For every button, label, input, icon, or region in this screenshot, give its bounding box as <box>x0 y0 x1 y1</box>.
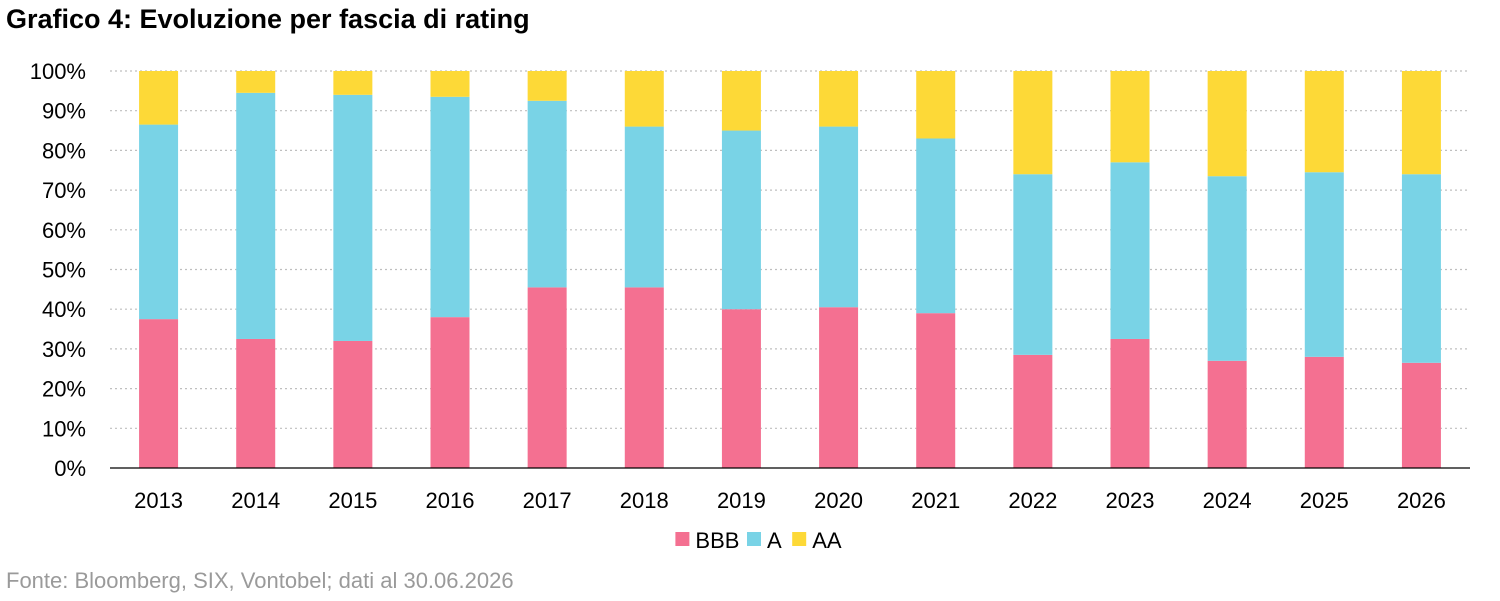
y-tick-label: 70% <box>42 178 86 203</box>
x-tick-label: 2015 <box>328 488 377 513</box>
y-tick-label: 60% <box>42 218 86 243</box>
chart-title: Grafico 4: Evoluzione per fascia di rati… <box>6 4 530 34</box>
x-tick-label: 2019 <box>717 488 766 513</box>
bar-bbb-2026 <box>1401 362 1441 468</box>
legend-label-aa: AA <box>812 528 842 553</box>
bar-aa-2019 <box>721 71 761 131</box>
x-tick-label: 2024 <box>1203 488 1252 513</box>
bar-a-2016 <box>430 96 470 318</box>
y-tick-label: 20% <box>42 377 86 402</box>
bar-bbb-2014 <box>236 338 276 468</box>
y-tick-label: 50% <box>42 258 86 283</box>
bar-aa-2022 <box>1013 71 1053 175</box>
bar-bbb-2018 <box>624 287 664 468</box>
bar-bbb-2015 <box>333 340 373 468</box>
bar-a-2017 <box>527 100 567 288</box>
bar-a-2019 <box>721 130 761 310</box>
legend-label-a: A <box>767 528 782 553</box>
bar-bbb-2016 <box>430 317 470 468</box>
bar-a-2021 <box>916 138 956 314</box>
bars <box>139 71 1441 468</box>
x-tick-label: 2025 <box>1300 488 1349 513</box>
x-tick-label: 2018 <box>620 488 669 513</box>
bar-a-2018 <box>624 126 664 288</box>
bar-a-2020 <box>819 126 859 308</box>
bar-aa-2015 <box>333 71 373 95</box>
bar-bbb-2022 <box>1013 354 1053 468</box>
bar-bbb-2020 <box>819 307 859 468</box>
y-tick-label: 90% <box>42 99 86 124</box>
bar-bbb-2025 <box>1304 356 1344 468</box>
bar-aa-2018 <box>624 71 664 127</box>
bar-bbb-2021 <box>916 313 956 468</box>
x-tick-label: 2026 <box>1397 488 1446 513</box>
bar-a-2026 <box>1401 174 1441 363</box>
legend: BBB A AA <box>675 528 842 553</box>
x-tick-label: 2022 <box>1008 488 1057 513</box>
y-tick-label: 30% <box>42 337 86 362</box>
bar-bbb-2013 <box>139 319 179 468</box>
bar-bbb-2024 <box>1207 360 1247 468</box>
bar-aa-2013 <box>139 71 179 125</box>
bar-bbb-2017 <box>527 287 567 468</box>
bar-aa-2024 <box>1207 71 1247 177</box>
bar-aa-2014 <box>236 71 276 93</box>
y-tick-label: 0% <box>54 456 86 481</box>
bar-aa-2017 <box>527 71 567 101</box>
bar-a-2024 <box>1207 176 1247 361</box>
gridlines <box>110 70 1470 429</box>
x-tick-label: 2016 <box>426 488 475 513</box>
bar-a-2025 <box>1304 172 1344 357</box>
x-tick-label: 2017 <box>523 488 572 513</box>
bar-a-2013 <box>139 124 179 320</box>
x-tick-label: 2013 <box>134 488 183 513</box>
legend-swatch-aa <box>792 532 807 546</box>
bar-a-2022 <box>1013 174 1053 355</box>
bar-aa-2021 <box>916 71 956 139</box>
bar-bbb-2019 <box>721 309 761 468</box>
y-tick-label: 40% <box>42 297 86 322</box>
x-tick-label: 2021 <box>911 488 960 513</box>
x-tick-label: 2023 <box>1106 488 1155 513</box>
legend-swatch-bbb <box>675 532 690 546</box>
bar-aa-2023 <box>1110 71 1150 163</box>
bar-aa-2026 <box>1401 71 1441 175</box>
bar-a-2014 <box>236 92 276 339</box>
bar-bbb-2023 <box>1110 338 1150 468</box>
bar-a-2023 <box>1110 162 1150 339</box>
y-axis: 0% 10% 20% 30% 40% 50% 60% 70% 80% 90% 100% <box>30 59 86 481</box>
x-tick-label: 2020 <box>814 488 863 513</box>
legend-label-bbb: BBB <box>695 528 739 553</box>
x-axis: 2013 2014 2015 2016 2017 2018 2019 2020 2021 2022… <box>110 467 1470 513</box>
bar-a-2015 <box>333 94 373 341</box>
y-tick-label: 100% <box>30 59 86 84</box>
bar-aa-2025 <box>1304 71 1344 173</box>
bar-aa-2016 <box>430 71 470 97</box>
bar-aa-2020 <box>819 71 859 127</box>
y-tick-label: 80% <box>42 138 86 163</box>
legend-swatch-a <box>747 532 761 546</box>
source-note: Fonte: Bloomberg, SIX, Vontobel; dati al… <box>6 568 514 593</box>
x-tick-label: 2014 <box>231 488 280 513</box>
y-tick-label: 10% <box>42 416 86 441</box>
